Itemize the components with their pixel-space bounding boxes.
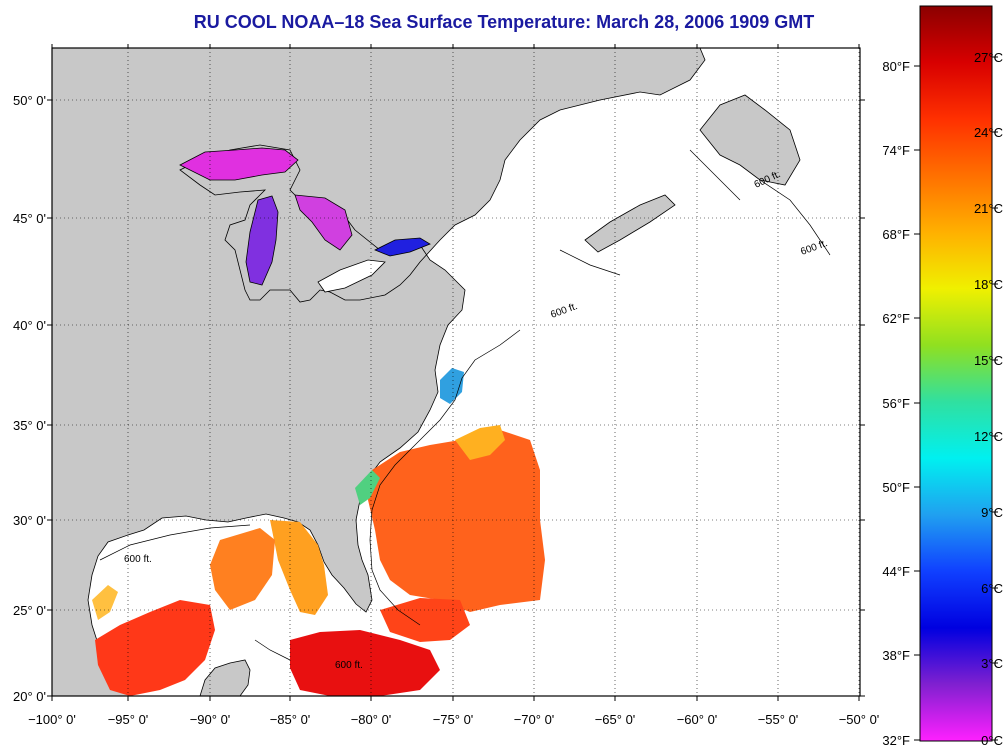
lat-tick-label: 35° 0' <box>13 418 46 433</box>
sst-patch-atlantic-north <box>455 425 505 460</box>
lon-tick-label: −100° 0' <box>28 712 76 727</box>
sst-patch-atlantic-main <box>368 430 545 612</box>
colorbar-f-label: 62°F <box>882 311 910 326</box>
lake-michigan <box>245 195 279 286</box>
lake-huron <box>294 194 353 251</box>
colorbar-celsius-labels: 27°C 24°C 21°C 18°C 15°C 12°C 9°C 6°C 3°C 0°C <box>974 50 1003 748</box>
colorbar-fahrenheit-labels: 80°F 74°F 68°F 62°F 56°F 50°F 44°F 38°F 32°F <box>882 59 920 748</box>
lon-tick-label: −75° 0' <box>433 712 474 727</box>
plot-frame <box>51 47 861 697</box>
sst-patch-caribbean <box>290 630 440 696</box>
latitude-axis: 50° 0' 45° 0' 40° 0' 35° 0' 30° 0' 25° 0' 20° … <box>13 93 865 704</box>
colorbar-c-label: 9°C <box>981 505 1003 520</box>
map-title: RU COOL NOAA–18 Sea Surface Temperature:… <box>193 12 815 32</box>
colorbar-c-label: 21°C <box>974 201 1003 216</box>
colorbar-c-label: 18°C <box>974 277 1003 292</box>
land-nova-scotia <box>584 194 676 253</box>
lat-tick-label: 30° 0' <box>13 513 46 528</box>
lon-tick-label: −55° 0' <box>758 712 799 727</box>
colorbar-c-label: 6°C <box>981 581 1003 596</box>
contour-600ft <box>99 149 831 661</box>
lon-tick-label: −80° 0' <box>351 712 392 727</box>
contour-label-cuba: 600 ft. <box>335 660 363 671</box>
colorbar-f-label: 44°F <box>882 564 910 579</box>
lon-tick-label: −70° 0' <box>514 712 555 727</box>
lat-tick-label: 25° 0' <box>13 603 46 618</box>
land-yucatan <box>199 659 251 696</box>
colorbar-f-label: 56°F <box>882 396 910 411</box>
colorbar-f-label: 50°F <box>882 480 910 495</box>
colorbar-c-label: 12°C <box>974 429 1003 444</box>
lon-tick-label: −85° 0' <box>270 712 311 727</box>
colorbar-f-label: 74°F <box>882 143 910 158</box>
lon-tick-label: −50° 0' <box>839 712 880 727</box>
lat-tick-label: 40° 0' <box>13 318 46 333</box>
sst-patch-bahamas <box>380 598 470 642</box>
sst-patch-georgia-shelf <box>355 470 380 505</box>
sst-patch-gulf-central <box>210 528 275 610</box>
lat-tick-label: 20° 0' <box>13 689 46 704</box>
contour-label-gulf: 600 ft. <box>124 554 152 565</box>
colorbar-c-label: 0°C <box>981 733 1003 748</box>
sst-patch-texas-shelf <box>92 585 118 620</box>
sst-patch-gulf-east <box>270 520 328 615</box>
lon-tick-label: −90° 0' <box>190 712 231 727</box>
colorbar <box>919 5 993 742</box>
lat-tick-label: 45° 0' <box>13 211 46 226</box>
sst-patch-chesapeake <box>440 368 464 404</box>
lake-ontario <box>374 237 431 257</box>
colorbar-c-label: 27°C <box>974 50 1003 65</box>
longitude-axis: −100° 0' −95° 0' −90° 0' −85° 0' −80° 0' −75°… <box>28 44 879 727</box>
lon-tick-label: −60° 0' <box>677 712 718 727</box>
land-newfoundland <box>699 94 801 186</box>
colorbar-f-label: 32°F <box>882 733 910 748</box>
lon-tick-label: −95° 0' <box>108 712 149 727</box>
colorbar-c-label: 3°C <box>981 656 1003 671</box>
colorbar-c-label: 24°C <box>974 125 1003 140</box>
lake-superior <box>179 147 299 181</box>
lake-erie <box>317 259 386 293</box>
lon-tick-label: −65° 0' <box>595 712 636 727</box>
colorbar-c-label: 15°C <box>974 353 1003 368</box>
lat-tick-label: 50° 0' <box>13 93 46 108</box>
sst-patch-gulf-west <box>95 600 215 696</box>
colorbar-f-label: 80°F <box>882 59 910 74</box>
colorbar-f-label: 68°F <box>882 227 910 242</box>
colorbar-f-label: 38°F <box>882 648 910 663</box>
